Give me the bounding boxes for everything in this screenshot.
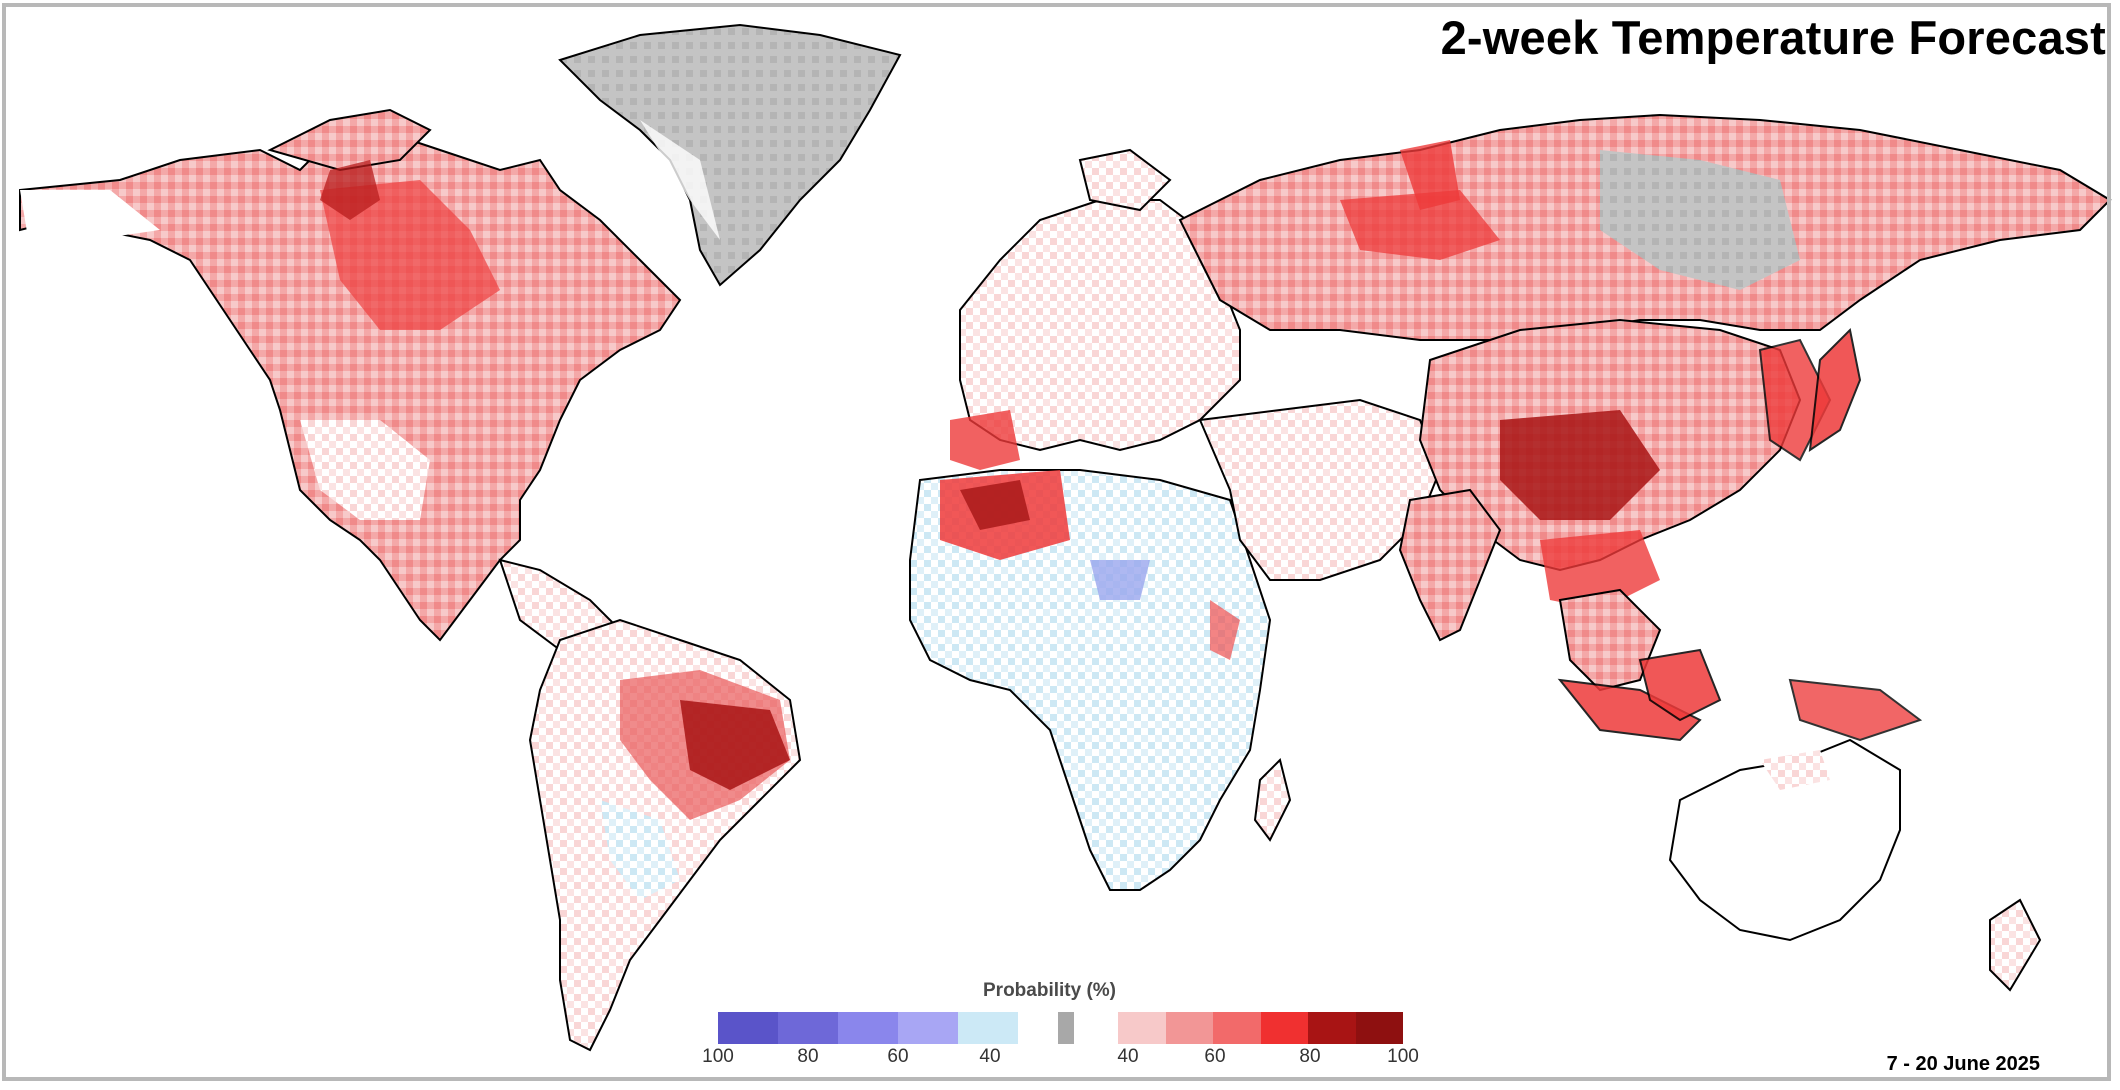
- above-normal-colorbar: [1118, 1012, 1403, 1044]
- greenland: [558, 23, 902, 287]
- australia: [1668, 738, 2042, 992]
- above-normal-swatch-3: [1213, 1012, 1261, 1044]
- page-title: 2-week Temperature Forecast: [1440, 11, 2106, 64]
- africa: [909, 469, 1292, 891]
- map-frame: [2, 3, 2111, 1081]
- probability-legend: Probability (%) 100 80 60 40 40 60 80 10…: [700, 976, 1420, 1072]
- europe: [950, 148, 1241, 470]
- above-tick-100: 100: [1387, 1046, 1419, 1067]
- below-tick-80: 80: [797, 1046, 819, 1067]
- below-normal-colorbar: [718, 1012, 1018, 1044]
- southeast-asia: [1557, 588, 1923, 742]
- above-normal-swatch-1: [1118, 1012, 1166, 1044]
- below-normal-swatch-4: [898, 1012, 958, 1044]
- below-normal-swatch-2: [778, 1012, 838, 1044]
- below-tick-60: 60: [887, 1046, 909, 1067]
- below-tick-100: 100: [702, 1046, 734, 1067]
- below-normal-swatch-3: [838, 1012, 898, 1044]
- above-normal-swatch-4: [1260, 1012, 1308, 1044]
- india: [1398, 488, 1502, 642]
- above-tick-40: 40: [1117, 1046, 1139, 1067]
- above-normal-swatch-6: [1355, 1012, 1403, 1044]
- north-america: [19, 108, 682, 692]
- below-normal-swatch-5: [958, 1012, 1018, 1044]
- below-normal-swatch-1: [718, 1012, 778, 1044]
- russia: [1178, 113, 2112, 341]
- south-america: [528, 618, 802, 1052]
- date-range: 7 - 20 June 2025: [1886, 1053, 2040, 1075]
- near-normal-swatch: [1058, 1012, 1074, 1044]
- above-tick-80: 80: [1299, 1046, 1321, 1067]
- above-tick-60: 60: [1204, 1046, 1226, 1067]
- above-normal-swatch-5: [1308, 1012, 1356, 1044]
- above-normal-swatch-2: [1165, 1012, 1213, 1044]
- below-tick-40: 40: [979, 1046, 1001, 1067]
- legend-title: Probability (%): [983, 980, 1117, 1001]
- japan: [1808, 327, 1862, 453]
- middle-east: [1198, 398, 1442, 581]
